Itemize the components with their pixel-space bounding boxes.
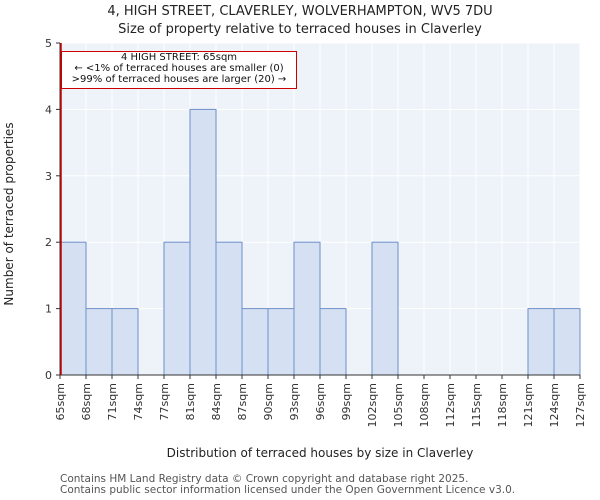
y-tick-label: 5	[45, 37, 52, 50]
x-tick-label: 65sqm	[54, 383, 67, 420]
bar	[371, 241, 399, 376]
bar	[111, 308, 139, 376]
chart-title: 4, HIGH STREET, CLAVERLEY, WOLVERHAMPTON…	[107, 4, 493, 19]
y-tick-label: 1	[45, 303, 52, 316]
annotation-line-2: ← <1% of terraced houses are smaller (0)	[74, 63, 284, 74]
x-tick-label: 84sqm	[210, 383, 223, 420]
x-tick-label: 74sqm	[132, 383, 145, 420]
x-tick-label: 112sqm	[444, 383, 457, 427]
x-tick-label: 105sqm	[392, 383, 405, 427]
x-tick-label: 99sqm	[340, 383, 353, 420]
y-tick-label: 4	[45, 103, 52, 116]
x-axis-label: Distribution of terraced houses by size …	[167, 446, 474, 460]
x-tick-label: 127sqm	[574, 383, 587, 427]
bar	[241, 308, 269, 376]
x-tick-label: 102sqm	[366, 383, 379, 427]
x-tick-label: 96sqm	[314, 383, 327, 420]
bar	[189, 108, 217, 376]
x-tick-label: 121sqm	[522, 383, 535, 427]
x-tick-label: 77sqm	[158, 383, 171, 420]
bar	[215, 241, 243, 376]
bar	[293, 241, 321, 376]
chart-subtitle: Size of property relative to terraced ho…	[118, 22, 482, 37]
bar	[553, 308, 581, 376]
y-tick-label: 3	[45, 170, 52, 183]
x-tick-label: 108sqm	[418, 383, 431, 427]
bar	[267, 308, 295, 376]
bar	[163, 241, 191, 376]
bar	[319, 308, 347, 376]
annotation-line-3: >99% of terraced houses are larger (20) …	[71, 74, 287, 85]
x-tick-label: 90sqm	[262, 383, 275, 420]
footer-copyright: Contains HM Land Registry data © Crown c…	[60, 473, 469, 485]
bar	[527, 308, 555, 376]
x-tick-label: 115sqm	[470, 383, 483, 427]
x-tick-label: 118sqm	[496, 383, 509, 427]
x-tick-label: 124sqm	[548, 383, 561, 427]
y-axis-label: Number of terraced properties	[2, 122, 16, 305]
x-tick-label: 71sqm	[106, 383, 119, 420]
annotation-line-1: 4 HIGH STREET: 65sqm	[120, 52, 238, 63]
footer-licence: Contains public sector information licen…	[60, 484, 516, 496]
y-tick-label: 0	[45, 369, 52, 382]
bar	[59, 241, 87, 376]
x-tick-label: 93sqm	[288, 383, 301, 420]
x-tick-label: 81sqm	[184, 383, 197, 420]
property-annotation: 4 HIGH STREET: 65sqm ← <1% of terraced h…	[61, 51, 297, 89]
bar	[85, 308, 113, 376]
y-tick-label: 2	[45, 236, 52, 249]
x-tick-label: 68sqm	[80, 383, 93, 420]
x-tick-label: 87sqm	[236, 383, 249, 420]
